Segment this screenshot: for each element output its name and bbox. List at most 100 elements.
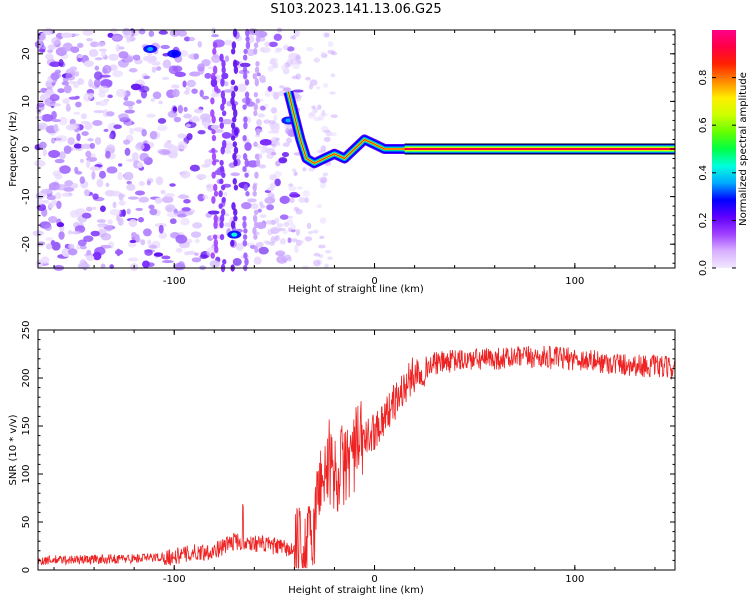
heatmap-cell: [219, 221, 224, 229]
heatmap-cell: [211, 115, 216, 124]
heatmap-cell: [184, 36, 191, 42]
y-tick-label: 0: [21, 146, 32, 152]
heatmap-cell: [104, 225, 113, 232]
heatmap-cell: [223, 192, 228, 197]
heatmap-cell: [77, 239, 87, 247]
heatmap-cell: [245, 36, 250, 42]
heatmap-cell: [233, 146, 239, 155]
x-tick-label: -100: [163, 276, 186, 287]
heatmap-cell: [161, 76, 170, 80]
heatmap-cell: [278, 157, 288, 164]
heatmap-cell: [86, 37, 93, 42]
heatmap-cell: [48, 216, 58, 224]
heatmap-cell: [103, 128, 109, 133]
heatmap-cell: [162, 196, 174, 204]
heatmap-cell: [243, 252, 248, 259]
heatmap-cell: [45, 237, 54, 241]
heatmap-cell: [151, 61, 161, 66]
heatmap-cell: [210, 97, 215, 105]
heatmap-cell: [222, 259, 227, 265]
heatmap-cell: [255, 98, 261, 104]
heatmap-cell: [296, 186, 303, 190]
heatmap-cell: [172, 65, 183, 73]
heatmap-cell: [221, 131, 232, 139]
heatmap-cell: [164, 204, 176, 213]
snr-ylabel: SNR (10 * v/v): [8, 414, 19, 485]
heatmap-cell: [151, 66, 157, 73]
heatmap-cell: [138, 28, 146, 35]
heatmap-cell: [262, 145, 268, 151]
heatmap-cell: [131, 231, 137, 238]
heatmap-cell: [245, 96, 251, 105]
heatmap-cell: [319, 217, 327, 224]
heatmap-cell: [106, 144, 116, 153]
heatmap-cell: [191, 88, 198, 94]
heatmap-cell: [246, 48, 255, 57]
heatmap-cell: [280, 65, 286, 70]
heatmap-cell: [38, 141, 47, 149]
x-tick-label: 0: [371, 574, 377, 585]
heatmap-cell: [252, 72, 258, 80]
heatmap-cell: [250, 203, 259, 210]
heatmap-cell: [213, 220, 218, 230]
heatmap-cell: [267, 130, 280, 134]
heatmap-cell: [219, 233, 225, 241]
heatmap-cell: [167, 110, 178, 118]
heatmap-cell: [85, 254, 95, 261]
heatmap-cell: [245, 28, 250, 37]
heatmap-cell: [270, 107, 278, 114]
heatmap-cell: [81, 131, 89, 137]
heatmap-cell: [93, 78, 101, 88]
heatmap-cell: [209, 260, 221, 268]
heatmap-cell: [194, 238, 200, 244]
heatmap-cell: [219, 165, 225, 173]
heatmap-cell: [190, 231, 202, 238]
heatmap-cell: [212, 234, 218, 240]
y-tick-label: 250: [21, 320, 32, 339]
heatmap-cell: [177, 133, 187, 139]
heatmap-cell: [124, 147, 131, 156]
heatmap-cell: [233, 85, 239, 92]
heatmap-cell: [154, 197, 163, 204]
heatmap-cell: [99, 170, 106, 179]
heatmap-cell: [47, 49, 54, 54]
heatmap-cell: [92, 119, 103, 126]
y-tick-label: -20: [21, 236, 32, 252]
heatmap-cell: [322, 172, 329, 177]
heatmap-cell: [308, 230, 313, 235]
heatmap-cell: [221, 172, 226, 179]
y-tick-label: 150: [21, 416, 32, 435]
heatmap-cell: [218, 190, 223, 198]
heatmap-cell: [92, 193, 99, 200]
heatmap-cell: [224, 149, 232, 154]
heatmap-cell: [122, 27, 131, 36]
heatmap-cell: [230, 239, 235, 247]
heatmap-cell: [244, 79, 250, 86]
ridge-band: [287, 91, 675, 164]
heatmap-cell: [242, 220, 247, 229]
heatmap-cell: [61, 192, 73, 197]
heatmap-cell: [117, 163, 123, 167]
heatmap-cell: [242, 104, 247, 110]
heatmap-cell: [185, 123, 191, 128]
heatmap-cell: [213, 128, 224, 134]
heatmap-cell: [282, 142, 290, 147]
heatmap-cell: [210, 72, 216, 80]
heatmap-cell: [327, 49, 336, 54]
heatmap-cell: [230, 135, 236, 141]
heatmap-cell: [160, 189, 166, 195]
heatmap-cell: [139, 152, 149, 162]
heatmap-cell: [274, 217, 280, 224]
heatmap-cell: [189, 71, 201, 77]
heatmap-cell: [295, 54, 302, 62]
heatmap-cell: [287, 257, 292, 262]
heatmap-cell: [246, 160, 259, 168]
heatmap-cell: [124, 109, 135, 114]
heatmap-cell: [179, 50, 189, 57]
heatmap-cell: [90, 41, 99, 48]
heatmap-cell: [177, 141, 188, 150]
heatmap-cell: [49, 94, 60, 102]
heatmap-cell: [259, 79, 266, 83]
heatmap-cell: [99, 205, 106, 212]
